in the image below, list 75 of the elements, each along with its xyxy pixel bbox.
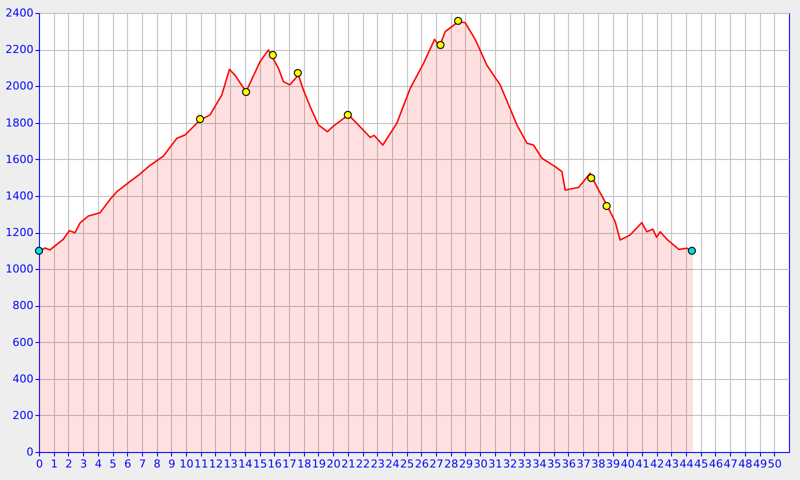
x-tick-label: 25 <box>400 458 414 470</box>
x-tick-label: 29 <box>458 458 473 470</box>
x-tick-label: 9 <box>168 458 176 470</box>
point <box>196 115 204 124</box>
x-tick-label: 30 <box>474 458 488 470</box>
x-tick-label: 23 <box>370 458 385 470</box>
y-tick-label: 1800 <box>6 116 34 130</box>
x-tick-label: 47 <box>724 458 738 470</box>
x-tick-label: 31 <box>488 458 502 470</box>
x-tick-label: 13 <box>224 458 238 470</box>
point <box>294 68 302 78</box>
y-tick-label: 600 <box>12 336 34 349</box>
y-tick-label: 400 <box>12 372 34 386</box>
point <box>602 202 611 210</box>
x-tick-label: 36 <box>562 458 576 470</box>
x-tick-label: 50 <box>768 458 782 470</box>
x-tick-label: 18 <box>297 458 312 470</box>
y-tick-label: 2000 <box>6 80 34 93</box>
point <box>268 51 277 60</box>
x-tick-label: 15 <box>253 458 268 470</box>
x-tick-label: 6 <box>124 458 132 470</box>
y-tick-label: 1600 <box>6 152 34 166</box>
x-tick-label: 40 <box>620 458 635 470</box>
x-tick-label: 22 <box>356 458 370 470</box>
x-tick-label: 19 <box>312 458 326 470</box>
x-tick-label: 28 <box>444 458 458 470</box>
x-tick-label: 5 <box>110 458 117 470</box>
x-tick-label: 7 <box>138 458 146 470</box>
x-tick-label: 20 <box>326 458 341 470</box>
x-tick-label: 24 <box>385 458 400 470</box>
point <box>587 174 596 182</box>
point <box>242 88 250 96</box>
x-tick-label: 1 <box>50 458 58 470</box>
x-tick-label: 12 <box>208 458 223 470</box>
point <box>454 16 462 25</box>
x-tick-label: 43 <box>664 458 679 470</box>
x-tick-label: 0 <box>36 458 43 470</box>
x-tick-label: 37 <box>576 458 591 470</box>
x-tick-label: 41 <box>635 458 650 470</box>
x-tick-label: 44 <box>680 458 694 470</box>
x-tick-label: 46 <box>708 458 723 470</box>
x-tick-label: 8 <box>154 458 161 470</box>
y-tick-label: 0 <box>26 446 34 458</box>
x-tick-label: 17 <box>282 458 296 470</box>
x-tick-label: 2 <box>65 458 72 470</box>
x-tick-label: 45 <box>694 458 708 470</box>
x-tick-label: 10 <box>180 458 194 470</box>
x-tick-label: 16 <box>268 458 282 470</box>
y-tick-label: 200 <box>12 408 34 422</box>
y-tick-label: 1000 <box>6 262 34 276</box>
x-tick-label: 35 <box>547 458 562 470</box>
x-tick-label: 38 <box>591 458 606 470</box>
x-tick-label: 39 <box>606 458 620 470</box>
x-tick-label: 11 <box>194 458 208 470</box>
point <box>344 110 352 119</box>
y-tick-label: 800 <box>12 299 34 312</box>
x-tick-label: 26 <box>414 458 429 470</box>
x-tick-label: 34 <box>532 458 546 470</box>
x-tick-label: 27 <box>430 458 444 470</box>
x-tick-label: 33 <box>518 458 532 470</box>
point <box>688 246 696 255</box>
y-tick-label: 2200 <box>6 43 34 56</box>
x-tick-label: 48 <box>738 458 752 470</box>
x-tick-label: 14 <box>238 458 252 470</box>
point <box>34 246 44 255</box>
x-tick-label: 4 <box>94 458 102 470</box>
x-tick-label: 32 <box>503 458 518 470</box>
y-tick-label: 2400 <box>6 6 34 20</box>
y-tick-label: 1200 <box>6 226 34 239</box>
x-tick-label: 3 <box>80 458 88 470</box>
x-tick-label: 21 <box>341 458 356 470</box>
point <box>436 40 445 50</box>
x-tick-label: 49 <box>753 458 768 470</box>
x-tick-label: 42 <box>650 458 664 470</box>
y-tick-label: 1400 <box>6 189 34 202</box>
